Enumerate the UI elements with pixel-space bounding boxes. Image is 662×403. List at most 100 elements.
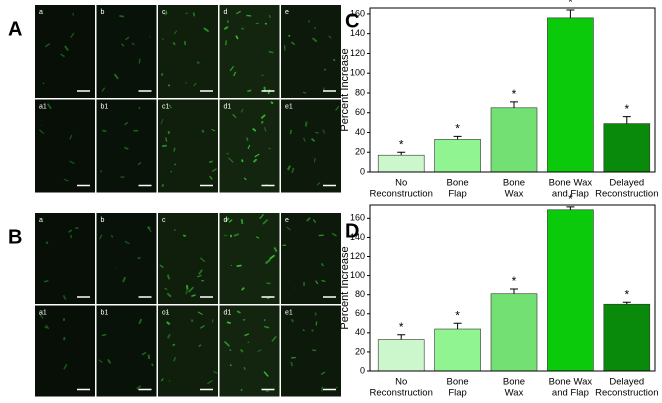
fluorescent-fiber xyxy=(164,137,168,142)
fluorescent-fiber xyxy=(263,126,267,132)
fluorescent-fiber xyxy=(211,128,216,132)
fluorescent-fiber xyxy=(262,218,269,225)
error-bar xyxy=(510,288,518,294)
fluorescent-fiber xyxy=(265,389,270,393)
fluorescent-fiber xyxy=(268,14,271,19)
bar xyxy=(547,17,594,173)
x-tick-label: Wax xyxy=(505,388,524,399)
micrograph-tile xyxy=(35,213,95,304)
fluorescent-fiber xyxy=(113,73,119,80)
x-tick-label: Bone xyxy=(503,377,525,388)
fluorescent-fiber xyxy=(331,232,337,237)
x-tick-label: Reconstruction xyxy=(595,189,658,200)
tile-label: d xyxy=(224,217,228,224)
fluorescent-fiber xyxy=(173,30,178,35)
fluorescent-fiber xyxy=(252,158,258,163)
fluorescent-fiber xyxy=(138,106,141,110)
fluorescent-fiber xyxy=(315,280,319,285)
tile-label: a1 xyxy=(39,103,47,110)
fluorescent-fiber xyxy=(332,58,336,62)
bar xyxy=(603,303,651,372)
fluorescent-fiber xyxy=(43,280,49,283)
significance-marker: * xyxy=(568,192,573,206)
y-tick-label: 40 xyxy=(355,327,365,337)
fluorescent-fiber xyxy=(252,127,257,132)
tile-label: b xyxy=(101,217,105,224)
tile-label: c1 xyxy=(162,309,170,316)
fluorescent-fiber xyxy=(172,41,176,46)
fluorescent-fiber xyxy=(69,160,75,165)
fluorescent-fiber xyxy=(312,219,317,224)
fluorescent-fiber xyxy=(316,181,321,186)
x-tick-label: No xyxy=(395,377,407,388)
fluorescent-fiber xyxy=(192,12,196,17)
fluorescent-fiber xyxy=(320,263,325,267)
fluorescent-fiber xyxy=(182,234,187,237)
fluorescent-fiber xyxy=(138,58,141,64)
y-tick-label: 0 xyxy=(360,365,365,375)
fluorescent-fiber xyxy=(244,333,250,337)
fluorescent-fiber xyxy=(159,264,164,269)
tile-label: e1 xyxy=(285,309,293,316)
fluorescent-fiber xyxy=(63,336,66,341)
error-bar xyxy=(397,151,406,156)
fluorescent-fiber xyxy=(42,82,45,85)
fluorescent-fiber xyxy=(131,42,135,46)
fluorescent-fiber xyxy=(198,269,203,275)
fluorescent-fiber xyxy=(320,371,326,376)
fluorescent-fiber xyxy=(122,276,127,283)
fluorescent-fiber xyxy=(172,343,176,347)
fluorescent-fiber xyxy=(302,329,305,332)
fluorescent-fiber xyxy=(193,82,197,87)
panel-letter: C xyxy=(345,10,359,32)
fluorescent-fiber xyxy=(290,318,295,323)
fluorescent-fiber xyxy=(101,87,106,92)
fluorescent-fiber xyxy=(201,129,205,133)
fluorescent-fiber xyxy=(240,218,244,225)
tile-label: a xyxy=(39,9,43,16)
fluorescent-fiber xyxy=(255,236,260,239)
fluorescent-fiber xyxy=(247,341,250,344)
fluorescent-fiber xyxy=(226,321,231,324)
significance-marker: * xyxy=(455,122,460,136)
fluorescent-fiber xyxy=(264,22,268,25)
fluorescent-fiber xyxy=(291,167,295,174)
micrograph-tile xyxy=(281,213,341,304)
fluorescent-fiber xyxy=(137,161,142,166)
fluorescent-fiber xyxy=(136,385,142,390)
fluorescent-fiber xyxy=(236,310,241,314)
fluorescent-fiber xyxy=(239,348,244,353)
y-tick-label: 80 xyxy=(355,289,365,299)
micrograph-tile xyxy=(96,305,157,397)
error-bar xyxy=(566,9,575,18)
fluorescent-fiber xyxy=(236,264,242,267)
fluorescent-fiber xyxy=(229,65,235,72)
fluorescent-fiber xyxy=(124,121,128,126)
significance-marker: * xyxy=(399,320,404,334)
tile-label: d xyxy=(224,9,228,16)
error-bar xyxy=(622,116,631,124)
x-tick-label: and Flap xyxy=(552,189,589,200)
fluorescent-fiber xyxy=(168,104,172,109)
x-tick-label: Wax xyxy=(505,189,524,200)
fluorescent-fiber xyxy=(273,247,278,253)
significance-marker: * xyxy=(624,102,629,116)
fluorescent-fiber xyxy=(209,175,213,180)
tile-label: c xyxy=(162,217,166,224)
fluorescent-fiber xyxy=(119,14,125,18)
fluorescent-fiber xyxy=(304,121,308,127)
fluorescent-fiber xyxy=(243,177,247,181)
tile-label: b xyxy=(101,9,105,16)
fluorescent-fiber xyxy=(174,163,177,166)
tile-label: e xyxy=(285,9,289,16)
fluorescent-fiber xyxy=(191,294,196,297)
x-tick-label: Delayed xyxy=(609,377,644,388)
x-tick-label: Reconstruction xyxy=(370,388,433,399)
fluorescent-fiber xyxy=(39,129,45,134)
fluorescent-fiber xyxy=(323,68,327,71)
tile-label: b1 xyxy=(101,309,109,316)
y-axis-label: Percent Increase xyxy=(339,246,351,329)
x-tick-label: Bone Wax xyxy=(549,178,593,189)
plot-frame xyxy=(369,204,656,372)
fluorescent-fiber xyxy=(173,356,177,362)
